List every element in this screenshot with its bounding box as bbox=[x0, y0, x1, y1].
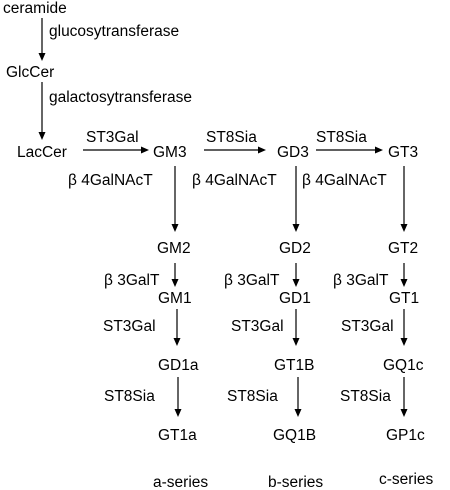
arrowhead-laccer bbox=[38, 132, 46, 140]
arrowhead-gq1b bbox=[294, 409, 302, 417]
enzyme-st8sia-gd3-gt3: ST8Sia bbox=[316, 129, 367, 146]
node-gq1b: GQ1B bbox=[273, 427, 316, 444]
node-gt1b: GT1B bbox=[274, 357, 314, 374]
series-label-c: c-series bbox=[379, 471, 434, 488]
arrowhead-gt1b bbox=[292, 338, 300, 346]
arrowhead-gt1a bbox=[174, 409, 182, 417]
enzyme-b3galt-b: β 3GalT bbox=[224, 272, 280, 289]
node-gm1: GM1 bbox=[158, 290, 192, 307]
node-glccer: GlcCer bbox=[6, 64, 54, 81]
series-label-a: a-series bbox=[153, 474, 208, 490]
node-gt1: GT1 bbox=[389, 290, 419, 307]
arrowhead-glccer bbox=[38, 53, 46, 61]
arrowhead-gd3 bbox=[258, 146, 266, 154]
enzyme-st3gal-a: ST3Gal bbox=[103, 318, 156, 335]
arrowhead-gd2 bbox=[292, 224, 300, 232]
arrowhead-gp1c bbox=[400, 409, 408, 417]
arrowhead-gm3 bbox=[141, 146, 149, 154]
node-gd1: GD1 bbox=[279, 290, 311, 307]
series-label-b: b-series bbox=[268, 474, 323, 490]
node-gt2: GT2 bbox=[388, 240, 418, 257]
node-gd1a: GD1a bbox=[158, 357, 199, 374]
enzyme-st8sia-a: ST8Sia bbox=[104, 388, 155, 405]
arrowhead-gt3 bbox=[375, 146, 383, 154]
arrowhead-gd1a bbox=[173, 338, 181, 346]
enzyme-b4galnact-b: β 4GalNAcT bbox=[192, 172, 277, 189]
arrowhead-gq1c bbox=[400, 338, 408, 346]
arrowhead-gd1 bbox=[292, 279, 300, 287]
node-gm2: GM2 bbox=[157, 240, 191, 257]
enzyme-st3gal-laccer-gm3: ST3Gal bbox=[86, 129, 139, 146]
enzyme-glucosyltransferase: glucosytransferase bbox=[49, 23, 179, 40]
enzyme-st8sia-b: ST8Sia bbox=[227, 388, 278, 405]
enzyme-b3galt-c: β 3GalT bbox=[333, 272, 389, 289]
enzyme-b3galt-a: β 3GalT bbox=[104, 272, 160, 289]
node-gp1c: GP1c bbox=[386, 427, 425, 444]
enzyme-st3gal-b: ST3Gal bbox=[231, 318, 284, 335]
node-gm3: GM3 bbox=[153, 144, 187, 161]
node-laccer: LacCer bbox=[17, 144, 67, 161]
arrowhead-gt2 bbox=[400, 224, 408, 232]
arrowhead-gt1 bbox=[400, 279, 408, 287]
enzyme-b4galnact-c: β 4GalNAcT bbox=[302, 172, 387, 189]
node-gt1a: GT1a bbox=[158, 427, 197, 444]
node-gt3: GT3 bbox=[388, 144, 418, 161]
enzyme-galactosyltransferase: galactosytransferase bbox=[49, 89, 192, 106]
enzyme-b4galnact-a: β 4GalNAcT bbox=[68, 172, 153, 189]
enzyme-st8sia-gm3-gd3: ST8Sia bbox=[206, 129, 257, 146]
enzyme-st8sia-c: ST8Sia bbox=[340, 388, 391, 405]
node-gq1c: GQ1c bbox=[383, 357, 424, 374]
node-ceramide: ceramide bbox=[3, 0, 67, 17]
node-gd3: GD3 bbox=[277, 144, 309, 161]
arrowhead-gm1 bbox=[171, 279, 179, 287]
arrowhead-gm2 bbox=[171, 224, 179, 232]
node-gd2: GD2 bbox=[279, 240, 311, 257]
enzyme-st3gal-c: ST3Gal bbox=[341, 318, 394, 335]
